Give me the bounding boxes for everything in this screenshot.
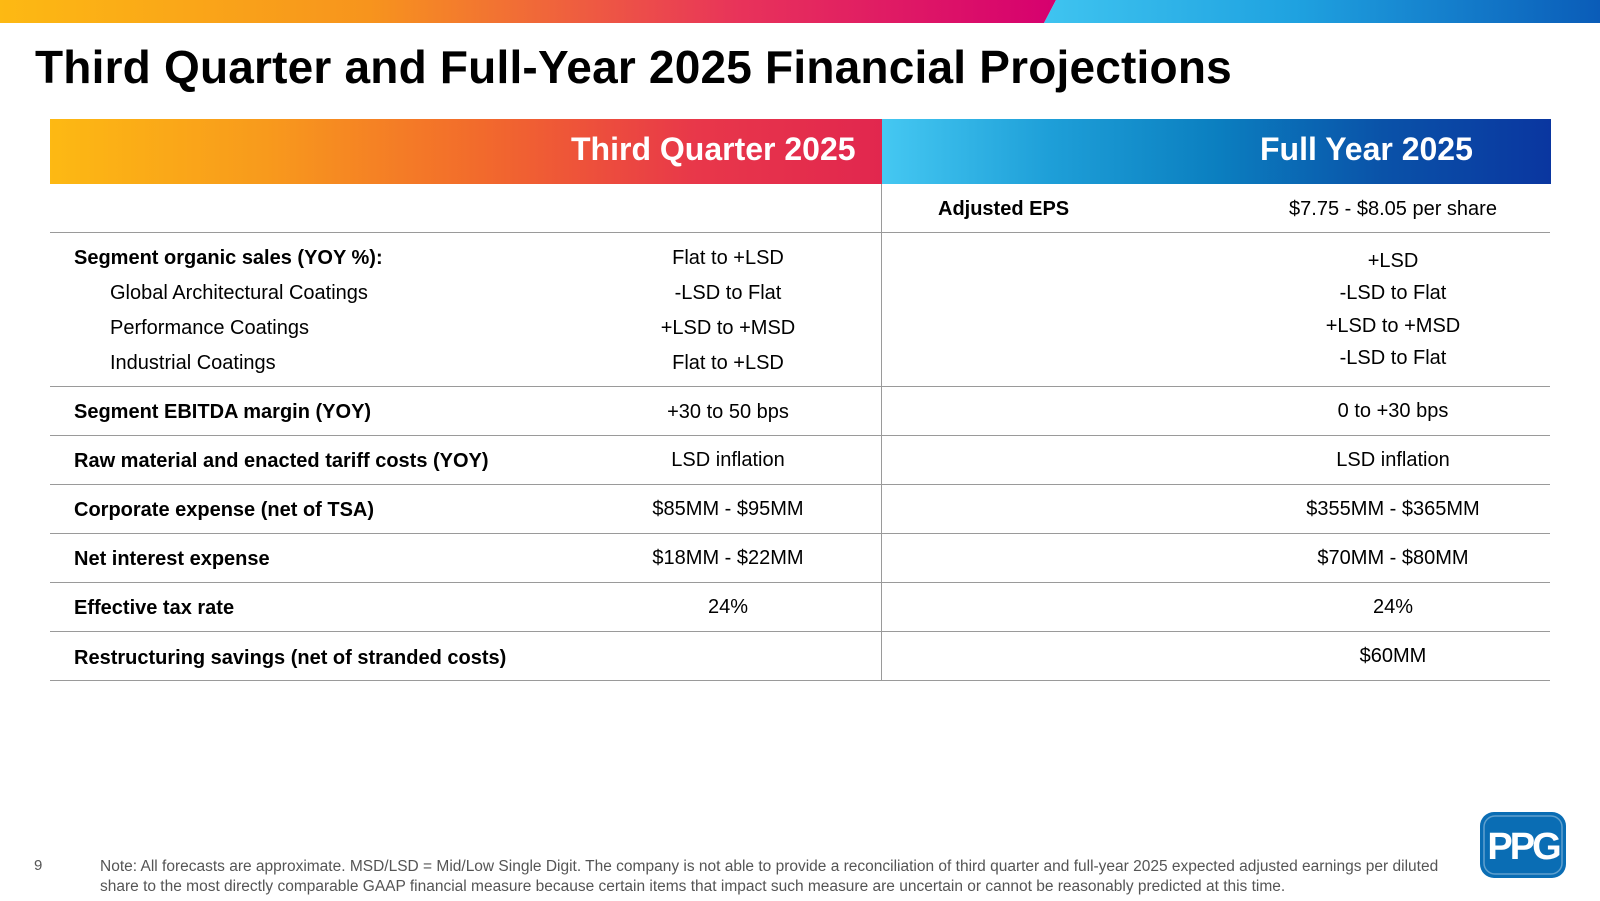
page-title: Third Quarter and Full-Year 2025 Financi… [35, 41, 1232, 93]
table-row-label: Segment EBITDA margin (YOY) [74, 401, 372, 423]
table-row-fy: $60MM [1359, 645, 1427, 667]
segment-item-q3: Flat to +LSD [672, 352, 784, 374]
top-accent-warm [0, 0, 1056, 23]
table-row-q3: +30 to 50 bps [667, 401, 789, 423]
q3-column-header: Third Quarter 2025 [571, 131, 856, 167]
ppg-logo: PPG [1480, 812, 1566, 878]
segment-item-label: Industrial Coatings [110, 352, 276, 374]
page-number: 9 [34, 857, 43, 874]
table-row-fy: 0 to +30 bps [1337, 400, 1449, 422]
logo-text: PPG [1487, 826, 1560, 868]
row-divider [50, 533, 1550, 534]
table-row-label: Raw material and enacted tariff costs (Y… [74, 450, 489, 472]
table-row-fy: LSD inflation [1336, 449, 1450, 471]
table-row-fy: 24% [1372, 596, 1414, 618]
segment-item-fy: +LSD to +MSD [1325, 315, 1461, 337]
row-divider [50, 680, 1550, 681]
footnote: Note: All forecasts are approximate. MSD… [100, 858, 1439, 895]
table-row-fy: $70MM - $80MM [1317, 547, 1469, 569]
table-row-label: Effective tax rate [74, 597, 235, 619]
logo-background [1480, 812, 1566, 878]
adjusted-eps-value: $7.75 - $8.05 per share [1289, 198, 1497, 220]
table-row-fy: $355MM - $365MM [1306, 498, 1480, 520]
row-divider [50, 582, 1550, 583]
row-divider [50, 232, 1550, 233]
row-divider [50, 386, 1550, 387]
table-row-q3: 24% [707, 596, 749, 618]
table-row-label: Restructuring savings (net of stranded c… [74, 647, 507, 669]
segment-sales-label: Segment organic sales (YOY %): [74, 247, 383, 269]
segment-item-label: Global Architectural Coatings [110, 282, 368, 304]
segment-item-q3: +LSD to +MSD [660, 317, 796, 339]
segment-item-fy: -LSD to Flat [1339, 347, 1447, 369]
segment-item-q3: -LSD to Flat [674, 282, 782, 304]
segment-sales-fy: +LSD [1367, 250, 1419, 272]
q3-header-band [50, 119, 913, 184]
row-divider [50, 435, 1550, 436]
table-row-q3: $85MM - $95MM [652, 498, 804, 520]
row-divider [50, 631, 1550, 632]
fy-header-band [882, 119, 1551, 184]
table-row-q3: LSD inflation [671, 449, 785, 471]
segment-item-label: Performance Coatings [110, 317, 309, 339]
table-row-label: Corporate expense (net of TSA) [74, 499, 375, 521]
top-accent-cool [1044, 0, 1600, 23]
segment-item-fy: -LSD to Flat [1339, 282, 1447, 304]
table-row-q3: $18MM - $22MM [652, 547, 804, 569]
segment-sales-q3: Flat to +LSD [672, 247, 784, 269]
row-divider [50, 484, 1550, 485]
top-accent-bar [0, 0, 1600, 23]
adjusted-eps-label: Adjusted EPS [938, 198, 1070, 220]
column-divider [881, 184, 882, 681]
fy-column-header: Full Year 2025 [1260, 131, 1473, 167]
table-row-label: Net interest expense [74, 548, 270, 570]
